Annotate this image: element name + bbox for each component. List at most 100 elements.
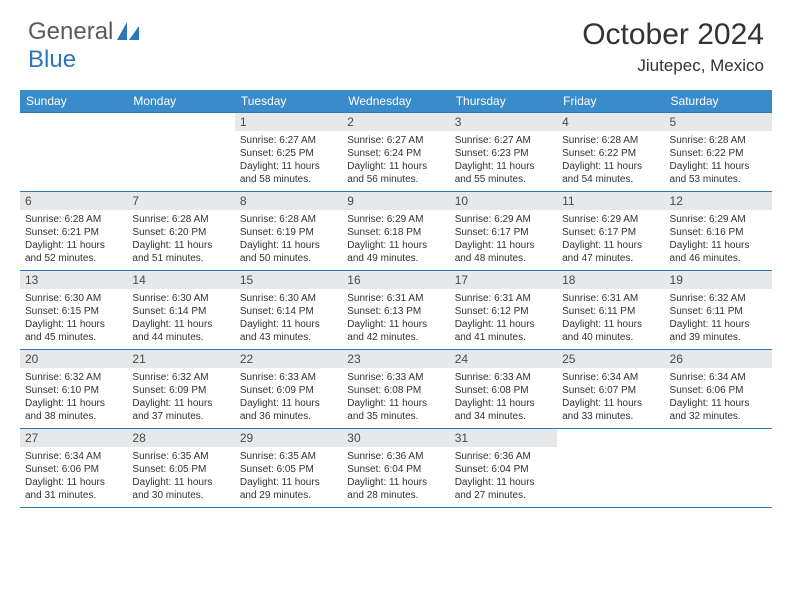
day-cell: 31Sunrise: 6:36 AMSunset: 6:04 PMDayligh… xyxy=(450,429,557,507)
week-row: 1Sunrise: 6:27 AMSunset: 6:25 PMDaylight… xyxy=(20,112,772,192)
day-number: 3 xyxy=(450,113,557,131)
day-number: 10 xyxy=(450,192,557,210)
daylight-line: Daylight: 11 hours and 43 minutes. xyxy=(240,318,337,344)
day-cell: 7Sunrise: 6:28 AMSunset: 6:20 PMDaylight… xyxy=(127,192,234,270)
sunrise-line: Sunrise: 6:28 AM xyxy=(240,213,337,226)
day-cell: 25Sunrise: 6:34 AMSunset: 6:07 PMDayligh… xyxy=(557,350,664,428)
sunrise-line: Sunrise: 6:34 AM xyxy=(670,371,767,384)
header: General October 2024 Jiutepec, Mexico xyxy=(0,0,792,84)
day-number: 6 xyxy=(20,192,127,210)
day-cell: 8Sunrise: 6:28 AMSunset: 6:19 PMDaylight… xyxy=(235,192,342,270)
sunset-line: Sunset: 6:14 PM xyxy=(240,305,337,318)
daylight-line: Daylight: 11 hours and 40 minutes. xyxy=(562,318,659,344)
week-row: 20Sunrise: 6:32 AMSunset: 6:10 PMDayligh… xyxy=(20,350,772,429)
day-number: 16 xyxy=(342,271,449,289)
day-number: 9 xyxy=(342,192,449,210)
sunset-line: Sunset: 6:08 PM xyxy=(347,384,444,397)
sunset-line: Sunset: 6:13 PM xyxy=(347,305,444,318)
day-cell: 16Sunrise: 6:31 AMSunset: 6:13 PMDayligh… xyxy=(342,271,449,349)
daylight-line: Daylight: 11 hours and 41 minutes. xyxy=(455,318,552,344)
day-details: Sunrise: 6:27 AMSunset: 6:23 PMDaylight:… xyxy=(450,131,557,190)
daylight-line: Daylight: 11 hours and 49 minutes. xyxy=(347,239,444,265)
day-details: Sunrise: 6:29 AMSunset: 6:16 PMDaylight:… xyxy=(665,210,772,269)
sunset-line: Sunset: 6:23 PM xyxy=(455,147,552,160)
day-number: 29 xyxy=(235,429,342,447)
sunrise-line: Sunrise: 6:33 AM xyxy=(347,371,444,384)
day-cell: 9Sunrise: 6:29 AMSunset: 6:18 PMDaylight… xyxy=(342,192,449,270)
day-details: Sunrise: 6:27 AMSunset: 6:25 PMDaylight:… xyxy=(235,131,342,190)
day-details: Sunrise: 6:30 AMSunset: 6:14 PMDaylight:… xyxy=(235,289,342,348)
day-details: Sunrise: 6:36 AMSunset: 6:04 PMDaylight:… xyxy=(450,447,557,506)
title-block: October 2024 Jiutepec, Mexico xyxy=(582,18,764,76)
day-details: Sunrise: 6:34 AMSunset: 6:06 PMDaylight:… xyxy=(20,447,127,506)
day-number: 20 xyxy=(20,350,127,368)
sunset-line: Sunset: 6:16 PM xyxy=(670,226,767,239)
sunset-line: Sunset: 6:22 PM xyxy=(670,147,767,160)
sunrise-line: Sunrise: 6:34 AM xyxy=(562,371,659,384)
sunrise-line: Sunrise: 6:32 AM xyxy=(132,371,229,384)
daylight-line: Daylight: 11 hours and 36 minutes. xyxy=(240,397,337,423)
daylight-line: Daylight: 11 hours and 38 minutes. xyxy=(25,397,122,423)
logo-text-blue: Blue xyxy=(28,46,76,73)
empty-cell xyxy=(127,113,234,191)
day-details: Sunrise: 6:33 AMSunset: 6:08 PMDaylight:… xyxy=(342,368,449,427)
day-details: Sunrise: 6:29 AMSunset: 6:18 PMDaylight:… xyxy=(342,210,449,269)
dayname-row: SundayMondayTuesdayWednesdayThursdayFrid… xyxy=(20,90,772,112)
day-number: 15 xyxy=(235,271,342,289)
day-cell: 17Sunrise: 6:31 AMSunset: 6:12 PMDayligh… xyxy=(450,271,557,349)
sunset-line: Sunset: 6:18 PM xyxy=(347,226,444,239)
sunrise-line: Sunrise: 6:36 AM xyxy=(455,450,552,463)
day-cell: 28Sunrise: 6:35 AMSunset: 6:05 PMDayligh… xyxy=(127,429,234,507)
daylight-line: Daylight: 11 hours and 53 minutes. xyxy=(670,160,767,186)
daylight-line: Daylight: 11 hours and 58 minutes. xyxy=(240,160,337,186)
day-details: Sunrise: 6:35 AMSunset: 6:05 PMDaylight:… xyxy=(127,447,234,506)
day-number: 12 xyxy=(665,192,772,210)
day-number: 7 xyxy=(127,192,234,210)
day-number: 8 xyxy=(235,192,342,210)
sunrise-line: Sunrise: 6:31 AM xyxy=(562,292,659,305)
day-cell: 14Sunrise: 6:30 AMSunset: 6:14 PMDayligh… xyxy=(127,271,234,349)
day-number: 13 xyxy=(20,271,127,289)
day-number: 31 xyxy=(450,429,557,447)
day-number: 26 xyxy=(665,350,772,368)
sunset-line: Sunset: 6:17 PM xyxy=(455,226,552,239)
sunset-line: Sunset: 6:05 PM xyxy=(132,463,229,476)
day-details: Sunrise: 6:31 AMSunset: 6:12 PMDaylight:… xyxy=(450,289,557,348)
day-cell: 26Sunrise: 6:34 AMSunset: 6:06 PMDayligh… xyxy=(665,350,772,428)
daylight-line: Daylight: 11 hours and 46 minutes. xyxy=(670,239,767,265)
day-cell: 2Sunrise: 6:27 AMSunset: 6:24 PMDaylight… xyxy=(342,113,449,191)
day-details: Sunrise: 6:28 AMSunset: 6:20 PMDaylight:… xyxy=(127,210,234,269)
sunset-line: Sunset: 6:06 PM xyxy=(670,384,767,397)
daylight-line: Daylight: 11 hours and 39 minutes. xyxy=(670,318,767,344)
sunset-line: Sunset: 6:25 PM xyxy=(240,147,337,160)
day-details: Sunrise: 6:32 AMSunset: 6:11 PMDaylight:… xyxy=(665,289,772,348)
logo-blue-wrap: Blue xyxy=(28,46,76,74)
day-details: Sunrise: 6:29 AMSunset: 6:17 PMDaylight:… xyxy=(450,210,557,269)
sunset-line: Sunset: 6:11 PM xyxy=(562,305,659,318)
day-details: Sunrise: 6:33 AMSunset: 6:09 PMDaylight:… xyxy=(235,368,342,427)
sunrise-line: Sunrise: 6:32 AM xyxy=(25,371,122,384)
daylight-line: Daylight: 11 hours and 47 minutes. xyxy=(562,239,659,265)
logo-sail-icon xyxy=(117,22,143,42)
day-details: Sunrise: 6:34 AMSunset: 6:06 PMDaylight:… xyxy=(665,368,772,427)
sunrise-line: Sunrise: 6:28 AM xyxy=(670,134,767,147)
sunset-line: Sunset: 6:06 PM xyxy=(25,463,122,476)
sunrise-line: Sunrise: 6:33 AM xyxy=(455,371,552,384)
daylight-line: Daylight: 11 hours and 42 minutes. xyxy=(347,318,444,344)
day-cell: 18Sunrise: 6:31 AMSunset: 6:11 PMDayligh… xyxy=(557,271,664,349)
sunrise-line: Sunrise: 6:27 AM xyxy=(347,134,444,147)
dayname-thursday: Thursday xyxy=(450,90,557,112)
daylight-line: Daylight: 11 hours and 27 minutes. xyxy=(455,476,552,502)
day-cell: 5Sunrise: 6:28 AMSunset: 6:22 PMDaylight… xyxy=(665,113,772,191)
sunrise-line: Sunrise: 6:28 AM xyxy=(562,134,659,147)
daylight-line: Daylight: 11 hours and 32 minutes. xyxy=(670,397,767,423)
location: Jiutepec, Mexico xyxy=(582,56,764,76)
sunrise-line: Sunrise: 6:29 AM xyxy=(347,213,444,226)
day-details: Sunrise: 6:28 AMSunset: 6:19 PMDaylight:… xyxy=(235,210,342,269)
daylight-line: Daylight: 11 hours and 35 minutes. xyxy=(347,397,444,423)
daylight-line: Daylight: 11 hours and 56 minutes. xyxy=(347,160,444,186)
sunset-line: Sunset: 6:19 PM xyxy=(240,226,337,239)
day-details: Sunrise: 6:29 AMSunset: 6:17 PMDaylight:… xyxy=(557,210,664,269)
daylight-line: Daylight: 11 hours and 34 minutes. xyxy=(455,397,552,423)
sunset-line: Sunset: 6:04 PM xyxy=(455,463,552,476)
